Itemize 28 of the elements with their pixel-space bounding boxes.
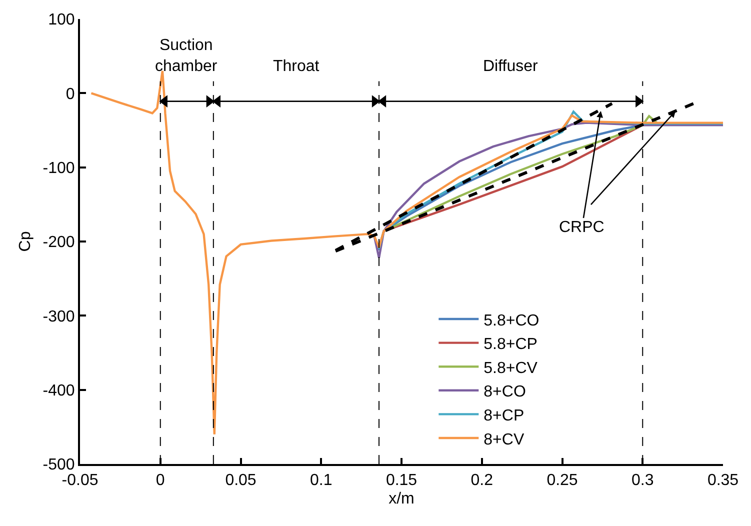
x-tick-label: 0.2: [470, 472, 494, 490]
y-tick-label: -200: [42, 234, 75, 252]
legend-label: 8+CO: [484, 384, 526, 401]
x-tick-label: 0: [156, 472, 165, 490]
legend-label: 8+CP: [484, 407, 524, 424]
y-tick-label: -400: [42, 382, 75, 400]
x-tick-label: 0.05: [225, 472, 256, 490]
legend-label: 5.8+CV: [484, 360, 538, 377]
y-tick-label: -300: [42, 308, 75, 326]
x-axis-title: x/m: [388, 490, 414, 508]
annotation: CRPC: [559, 219, 604, 236]
y-axis-title: Cp: [17, 231, 34, 252]
y-tick-label: 0: [66, 86, 75, 103]
x-tick-label: 0.35: [707, 472, 739, 490]
x-tick-label: 0.1: [310, 472, 332, 490]
x-tick-label: 0.15: [386, 472, 418, 490]
y-tick-label: -100: [42, 160, 75, 177]
annotation: Suction chamber: [155, 37, 218, 75]
x-tick-label: 0.3: [632, 472, 654, 490]
annotation: Diffuser: [483, 58, 539, 75]
y-tick-label: 100: [48, 12, 75, 29]
legend-label: 5.8+CP: [484, 336, 538, 354]
y-tick-label: -500: [42, 456, 75, 474]
x-tick-label: 0.25: [546, 472, 578, 490]
annotation: Throat: [273, 58, 320, 75]
legend-label: 5.8+CO: [484, 312, 540, 330]
legend-label: 8+CV: [484, 431, 524, 448]
x-tick-label: -0.05: [62, 472, 98, 490]
